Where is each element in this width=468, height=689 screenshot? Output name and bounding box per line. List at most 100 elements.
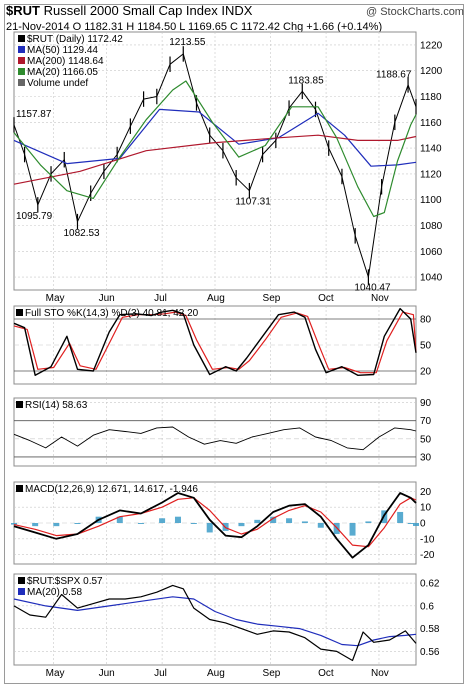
macd-signal-line [13, 497, 417, 548]
price-month-label-6: Nov [371, 293, 389, 304]
macd-ytick-label-4: 20 [420, 487, 432, 498]
price-month-label-5: Oct [318, 293, 334, 304]
macd-hist-bar-0 [11, 523, 17, 525]
ratio-legend-swatch-0 [18, 577, 25, 584]
ratio-legend-label-1: MA(20) 0.58 [27, 587, 82, 598]
price-legend-swatch-2 [18, 57, 25, 64]
macd-title-swatch [16, 485, 23, 492]
macd-hist-bar-7 [159, 518, 166, 523]
ratio-month-label-6: Nov [371, 668, 389, 679]
price-legend-swatch-1 [18, 46, 25, 53]
watermark: @ StockCharts.com [366, 6, 464, 18]
rsi-title-swatch [16, 401, 23, 408]
ratio-month-label-1: Jun [99, 668, 115, 679]
header-title-line: $RUT Russell 2000 Small Cap Index INDX [6, 3, 252, 18]
macd-hist-bar-14 [270, 516, 277, 523]
price-ytick-label-1: 1060 [420, 247, 443, 258]
ratio-line [13, 584, 417, 662]
ratio-legend-label-0: $RUT:$SPX 0.57 [27, 576, 103, 587]
index-name: Russell 2000 Small Cap Index [43, 3, 218, 18]
macd-hist-bar-1 [32, 523, 39, 527]
price-ytick-label-7: 1180 [420, 92, 442, 103]
macd-hist-bar-22 [397, 511, 404, 523]
macd-hist-bar-24 [413, 523, 419, 526]
ratio-month-label-5: Oct [318, 668, 334, 679]
macd-line [13, 492, 417, 559]
ma20-line [13, 80, 417, 218]
symbol: $RUT [6, 3, 40, 18]
price-annotation-0: 1157.87 [16, 109, 52, 120]
price-month-label-1: Jun [99, 293, 115, 304]
macd-hist-bar-19 [349, 523, 356, 536]
price-legend-swatch-4 [18, 79, 25, 86]
price-ytick-label-4: 1120 [420, 169, 442, 180]
price-legend-swatch-0 [18, 35, 25, 42]
macd-ytick-label-2: 0 [420, 519, 426, 530]
ratio-ytick-label-0: 0.56 [420, 647, 440, 658]
macd-hist-bar-17 [317, 523, 324, 528]
ma200-line [13, 134, 417, 185]
macd-hist-bar-15 [286, 518, 293, 523]
macd-title: MACD(12,26,9) 12.671, 14.617, -1.946 [25, 484, 198, 495]
ratio-ma20-line [13, 596, 417, 647]
price-month-label-4: Sep [263, 293, 281, 304]
ratio-ytick-label-2: 0.6 [420, 601, 434, 612]
macd-hist-bar-2 [53, 523, 60, 527]
macd-hist-bar-12 [238, 523, 245, 527]
rsi-title: RSI(14) 58.63 [25, 400, 88, 411]
macd-ytick-label-0: -20 [420, 550, 435, 561]
price-ytick-label-2: 1080 [420, 221, 443, 232]
ma50-line [13, 108, 417, 167]
price-annotation-5: 1183.85 [288, 76, 324, 87]
macd-hist-bar-8 [174, 516, 181, 523]
price-legend-label-4: Volume undef [27, 78, 88, 89]
sto-title: Full STO %K(14,3) %D(3) 40.81, 42.20 [25, 308, 199, 319]
sto-k-line [13, 307, 417, 376]
price-ytick-label-5: 1140 [420, 144, 442, 155]
sto-title-swatch [16, 309, 23, 316]
ratio-month-label-4: Sep [263, 668, 281, 679]
price-annotation-1: 1095.79 [16, 211, 53, 222]
macd-hist-bar-23 [407, 523, 414, 524]
price-ytick-label-6: 1160 [420, 118, 442, 129]
ratio-ytick-label-1: 0.58 [420, 624, 440, 635]
header-ohlc: O 1182.31 H 1184.50 L 1169.65 C 1172.42 … [72, 21, 383, 33]
rsi-line [13, 426, 417, 451]
sto-d-line [13, 311, 417, 374]
macd-hist-bar-16 [301, 521, 308, 523]
macd-hist-bar-20 [365, 521, 372, 523]
price-ytick-label-3: 1100 [420, 195, 442, 206]
sto-ytick-label-1: 50 [420, 341, 432, 352]
macd-hist-bar-5 [116, 516, 123, 523]
ratio-month-label-0: May [46, 668, 65, 679]
price-legend-label-0: $RUT (Daily) 1172.42 [27, 34, 123, 45]
price-legend-label-2: MA(200) 1148.64 [27, 56, 104, 67]
sto-ytick-label-2: 80 [420, 315, 432, 326]
price-annotation-2: 1082.53 [63, 228, 100, 239]
ratio-month-label-2: Jul [154, 668, 167, 679]
price-annotation-6: 1188.67 [376, 69, 412, 80]
sto-ytick-label-0: 20 [420, 367, 432, 378]
price-ytick-label-8: 1200 [420, 66, 443, 77]
exchange: INDX [221, 3, 253, 18]
rsi-ytick-label-2: 70 [420, 416, 432, 427]
header-date: 21-Nov-2014 [6, 21, 70, 33]
price-legend-label-3: MA(20) 1166.05 [27, 67, 98, 78]
price-annotation-7: 1040.47 [354, 282, 391, 293]
ratio-legend-swatch-1 [18, 588, 25, 595]
price-annotation-3: 1213.55 [169, 37, 206, 48]
macd-hist-bar-9 [190, 523, 197, 524]
price-month-label-0: May [46, 293, 65, 304]
macd-ytick-label-3: 10 [420, 503, 432, 514]
rsi-ytick-label-3: 90 [420, 398, 432, 409]
header-ohlc-line: 21-Nov-2014 O 1182.31 H 1184.50 L 1169.6… [6, 21, 382, 33]
rsi-ytick-label-0: 30 [420, 452, 432, 463]
macd-hist-bar-10 [206, 523, 213, 533]
macd-hist-bar-13 [254, 519, 261, 523]
ratio-month-label-3: Aug [207, 668, 225, 679]
price-ytick-label-0: 1040 [420, 273, 443, 284]
macd-hist-bar-3 [74, 523, 81, 524]
macd-hist-bar-6 [137, 523, 144, 524]
